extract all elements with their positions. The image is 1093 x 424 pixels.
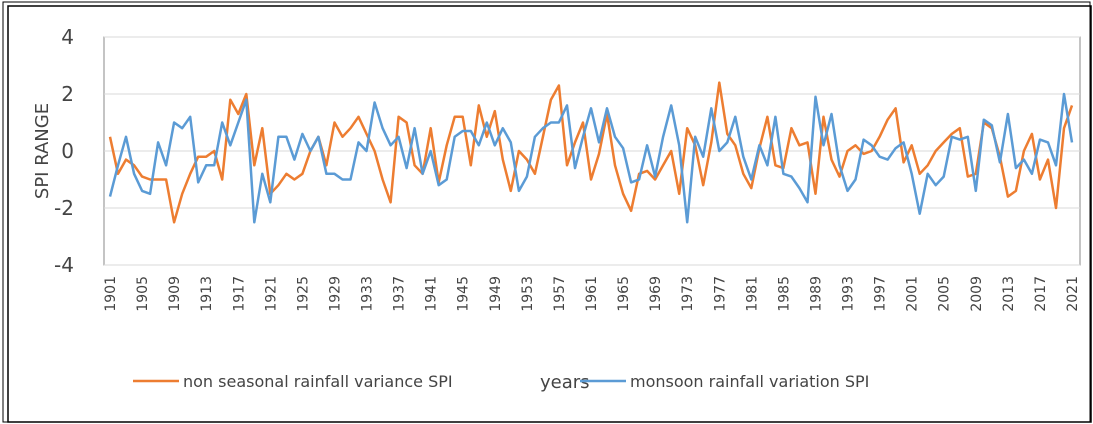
x-tick-label: 1933: [360, 276, 376, 312]
x-tick-label: 1917: [231, 276, 247, 312]
x-tick-label: 2013: [1001, 276, 1017, 312]
x-tick-label: 1957: [552, 276, 568, 312]
x-tick-label: 1989: [808, 276, 824, 312]
x-tick-label: 1905: [135, 276, 151, 312]
y-tick-label: 2: [61, 82, 74, 106]
x-tick-label: 1973: [680, 276, 696, 312]
x-tick-label: 1977: [712, 276, 728, 312]
x-tick-label: 1953: [520, 276, 536, 312]
x-tick-label: 1901: [103, 276, 119, 312]
y-tick-label: 0: [61, 139, 74, 163]
x-tick-label: 1985: [776, 276, 792, 312]
x-axis-title: years: [540, 372, 590, 393]
x-tick-label: 2005: [937, 276, 953, 312]
x-tick-label: 1925: [295, 276, 311, 312]
x-tick-label: 1909: [167, 276, 183, 312]
y-tick-label: -2: [54, 196, 74, 220]
x-tick-label: 1965: [616, 276, 632, 312]
series-line: [108, 81, 1074, 224]
y-tick-label: 4: [61, 25, 74, 49]
x-tick-label: 1961: [584, 276, 600, 312]
x-tick-label: 1913: [199, 276, 215, 312]
x-tick-label: 2009: [969, 276, 985, 312]
x-tick-label: 1921: [263, 276, 279, 312]
y-tick-label: -4: [54, 253, 74, 277]
series-line: [108, 92, 1074, 224]
x-tick-label: 1945: [456, 276, 472, 312]
outer-frame: [7, 5, 1092, 423]
x-tick-label: 1969: [648, 276, 664, 312]
x-tick-label: 1981: [744, 276, 760, 312]
x-tick-label: 1997: [873, 276, 889, 312]
x-tick-label: 2001: [905, 276, 921, 312]
x-tick-label: 1937: [392, 276, 408, 312]
x-tick-label: 2017: [1033, 276, 1049, 312]
x-tick-label: 2021: [1065, 276, 1081, 312]
x-tick-label: 1993: [841, 276, 857, 312]
legend-label: non seasonal rainfall variance SPI: [183, 372, 453, 391]
legend-label: monsoon rainfall variation SPI: [630, 372, 869, 391]
x-tick-label: 1949: [488, 276, 504, 312]
x-tick-label: 1929: [327, 276, 343, 312]
x-tick-label: 1941: [424, 276, 440, 312]
y-axis-title: SPI RANGE: [32, 103, 53, 199]
